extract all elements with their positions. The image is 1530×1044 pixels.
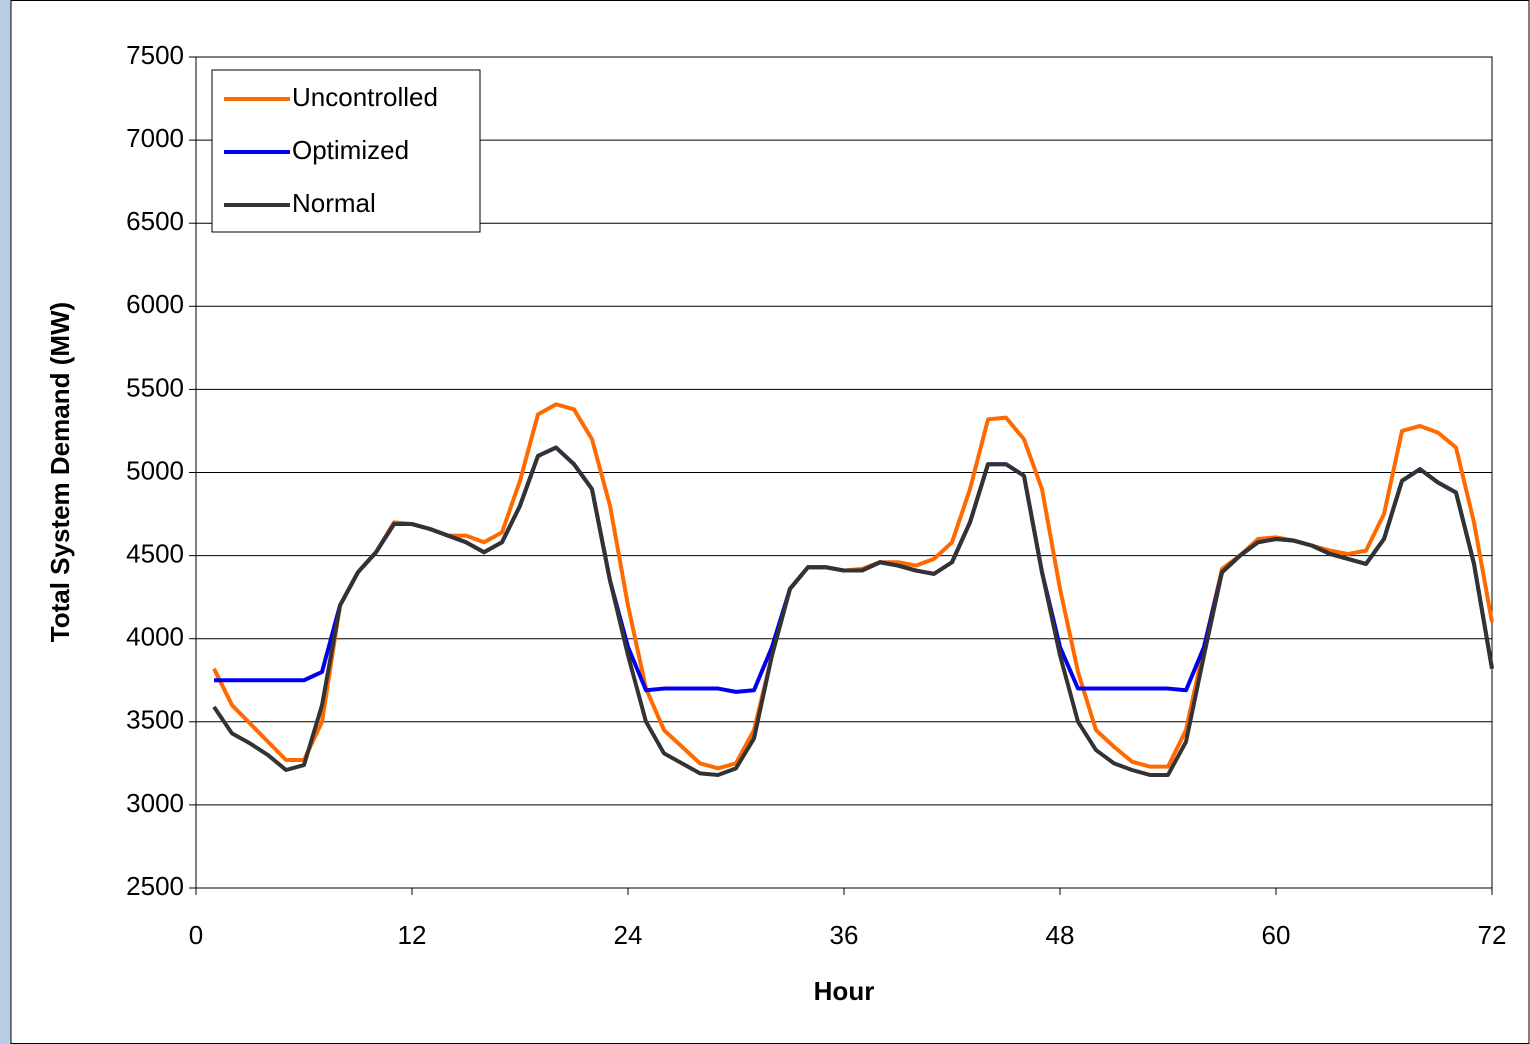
series-line bbox=[212, 445, 1494, 777]
y-tick-label: 3000 bbox=[126, 788, 184, 818]
y-tick-label: 5500 bbox=[126, 372, 184, 402]
left-strip bbox=[0, 0, 11, 1044]
x-tick-label: 0 bbox=[189, 920, 203, 950]
y-axis-label: Total System Demand (MW) bbox=[45, 302, 75, 642]
y-tick-label: 3500 bbox=[126, 705, 184, 735]
x-tick-label: 36 bbox=[830, 920, 859, 950]
y-tick-label: 2500 bbox=[126, 871, 184, 901]
x-tick-label: 72 bbox=[1478, 920, 1507, 950]
x-tick-label: 48 bbox=[1046, 920, 1075, 950]
x-tick-label: 60 bbox=[1262, 920, 1291, 950]
legend-label: Normal bbox=[292, 188, 376, 218]
y-tick-label: 5000 bbox=[126, 455, 184, 485]
y-tick-label: 4500 bbox=[126, 538, 184, 568]
y-tick-label: 4000 bbox=[126, 622, 184, 652]
y-tick-label: 6500 bbox=[126, 206, 184, 236]
x-axis-label: Hour bbox=[814, 976, 875, 1006]
x-tick-label: 24 bbox=[614, 920, 643, 950]
y-tick-label: 6000 bbox=[126, 289, 184, 319]
x-tick-label: 12 bbox=[398, 920, 427, 950]
y-tick-label: 7500 bbox=[126, 40, 184, 70]
y-tick-label: 7000 bbox=[126, 123, 184, 153]
legend-label: Uncontrolled bbox=[292, 82, 438, 112]
legend-label: Optimized bbox=[292, 135, 409, 165]
